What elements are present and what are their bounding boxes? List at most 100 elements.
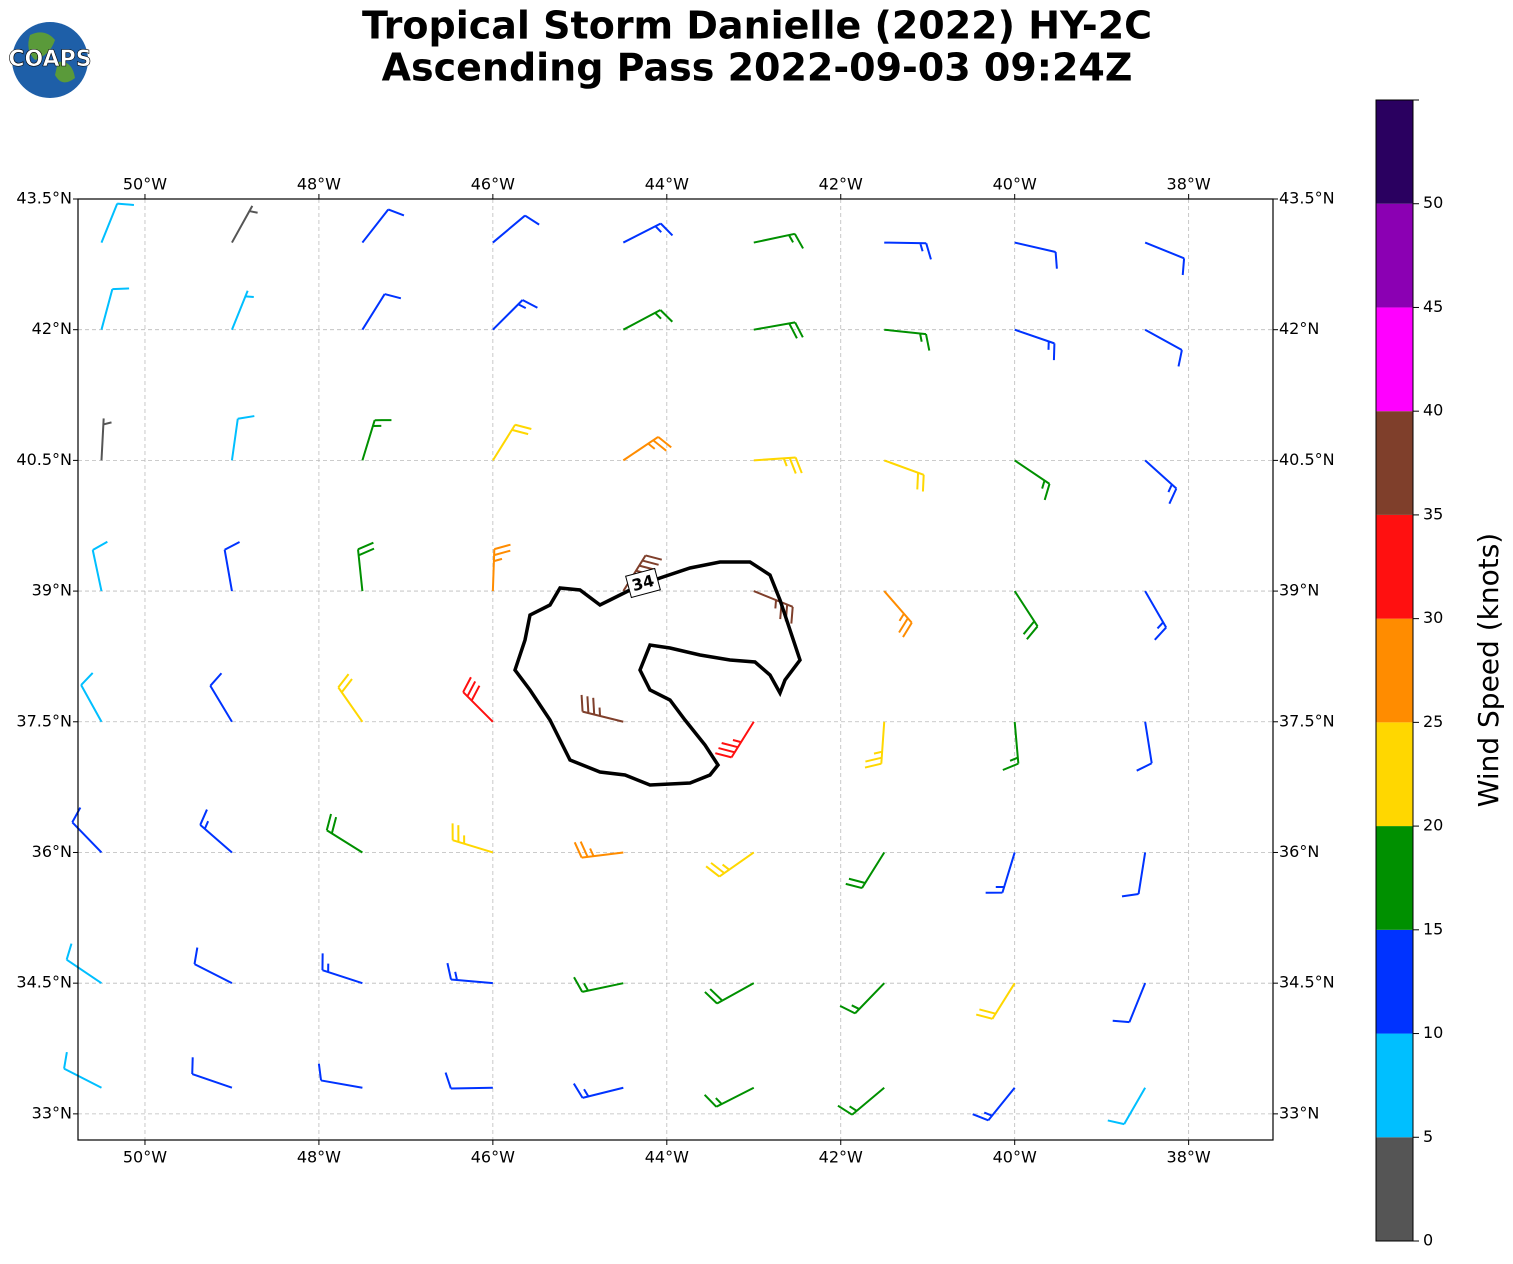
colorbar-tick-label: 10 — [1423, 1023, 1443, 1042]
wind-barb — [100, 418, 112, 461]
y-tick-label: 42°N — [1279, 319, 1319, 338]
colorbar-bin — [1376, 618, 1413, 723]
chart-title: Tropical Storm Danielle (2022) HY-2C — [362, 4, 1152, 48]
x-tick-label: 48°W — [297, 1148, 341, 1167]
grid-layer — [78, 198, 1273, 1140]
wind-barb — [1144, 241, 1186, 276]
colorbar-tick-label: 0 — [1423, 1231, 1433, 1250]
x-tick-label: 50°W — [123, 1148, 167, 1167]
y-tick-label: 42°N — [32, 319, 72, 338]
wind-barb — [71, 807, 103, 854]
wind-barb — [321, 953, 363, 985]
wind-barb — [65, 943, 103, 984]
wind-barb — [193, 947, 233, 985]
y-tick-label: 34.5°N — [1279, 973, 1335, 992]
colorbar-tick-label: 5 — [1423, 1127, 1433, 1146]
wind-barb — [573, 841, 624, 859]
wind-barb — [753, 590, 794, 624]
wind-barb — [1112, 982, 1147, 1024]
wind-barb — [622, 436, 672, 462]
x-tick-label: 40°W — [993, 175, 1037, 194]
y-tick-label: 40.5°N — [1279, 450, 1335, 469]
wind-barb — [580, 694, 624, 723]
wind-barb — [231, 290, 254, 331]
wind-barb — [985, 852, 1016, 894]
wind-barb — [317, 1063, 363, 1089]
wind-barb — [884, 328, 931, 351]
wind-barb — [753, 456, 803, 474]
wind-barb — [231, 205, 258, 244]
wind-barb — [100, 202, 135, 243]
map-frame — [77, 198, 1274, 1141]
wind-barb — [361, 293, 402, 331]
contour-label: 34 — [625, 567, 661, 599]
wind-barb — [462, 676, 494, 723]
wind-barb — [451, 823, 494, 854]
wind-barb — [357, 541, 375, 592]
wind-barb — [753, 232, 804, 249]
y-tick-label: 39°N — [32, 581, 72, 600]
wind-barb — [704, 982, 755, 1005]
colorbar-tick-label: 25 — [1423, 712, 1443, 731]
y-tick-label: 33°N — [32, 1103, 72, 1122]
x-tick-label: 38°W — [1167, 175, 1211, 194]
wind-barb — [361, 208, 405, 244]
y-tick-label: 43.5°N — [16, 189, 72, 208]
colorbar-tick-label: 45 — [1423, 297, 1443, 316]
wind-barb — [753, 321, 804, 339]
colorbar-tick-label: 15 — [1423, 919, 1443, 938]
colorbar-label: Wind Speed (knots) — [1472, 533, 1505, 807]
wind-barb — [444, 1072, 493, 1090]
wind-barb — [972, 1087, 1016, 1122]
x-tick-label: 40°W — [993, 1148, 1037, 1167]
wind-barb — [883, 459, 925, 492]
wind-barb — [361, 419, 392, 461]
wind-barb — [1002, 721, 1020, 771]
wind-barb — [715, 721, 755, 759]
y-tick-label: 36°N — [1279, 842, 1319, 861]
wind-barb — [837, 1086, 885, 1116]
colorbar-bin — [1376, 203, 1413, 308]
wind-barb — [1144, 328, 1183, 367]
wind-barb — [100, 287, 130, 330]
wind-barb — [491, 543, 511, 592]
y-tick-label: 40.5°N — [16, 450, 72, 469]
wind-barb — [63, 1051, 102, 1089]
wind-barb — [80, 672, 103, 723]
chart-subtitle: Ascending Pass 2022-09-03 09:24Z — [382, 46, 1133, 90]
y-tick-label: 43.5°N — [1279, 189, 1335, 208]
wind-barb — [572, 1083, 624, 1099]
wind-barb — [845, 851, 886, 890]
wind-barb — [1107, 1087, 1147, 1126]
colorbar-tick-label: 30 — [1423, 608, 1443, 627]
wind-barb — [703, 1086, 755, 1108]
colorbar-tick-label: 35 — [1423, 504, 1443, 523]
wind-barb — [492, 423, 532, 461]
colorbar-tick-label: 50 — [1423, 193, 1443, 212]
wind-barb — [622, 554, 663, 592]
wind-barb — [883, 590, 913, 638]
x-tick-label: 42°W — [819, 1148, 863, 1167]
logo-land — [28, 32, 75, 83]
wind-barb — [1013, 590, 1039, 640]
colorbar-bin — [1376, 100, 1413, 204]
wind-barb — [975, 982, 1016, 1020]
wind-barb — [1136, 721, 1153, 772]
y-tick-label: 33°N — [1279, 1103, 1319, 1122]
colorbar-bin — [1376, 514, 1413, 619]
wind-barb — [1014, 328, 1056, 361]
colorbar-tick-label: 40 — [1423, 401, 1443, 420]
wind-barb — [199, 809, 233, 854]
x-tick-label: 38°W — [1167, 1148, 1211, 1167]
wind-barb — [1014, 241, 1058, 269]
x-tick-label: 46°W — [471, 175, 515, 194]
contour-line — [513, 560, 802, 787]
colorbar-bin — [1376, 826, 1413, 930]
x-tick-label: 42°W — [819, 175, 863, 194]
wind-barb — [325, 813, 363, 854]
wind-barb — [1144, 459, 1178, 505]
contour-label-box — [625, 567, 661, 599]
colorbar-bin — [1376, 411, 1413, 515]
wind-barb — [223, 541, 240, 592]
